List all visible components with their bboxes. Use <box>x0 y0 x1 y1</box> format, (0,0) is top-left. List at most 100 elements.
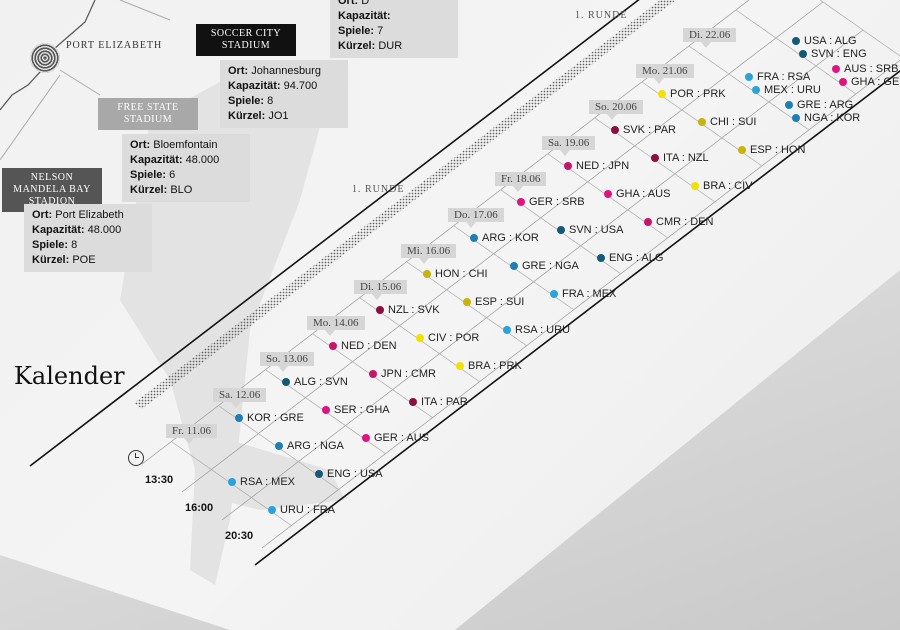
match-entry[interactable]: GER : SRB <box>517 196 585 208</box>
time-label: 16:00 <box>185 502 214 514</box>
match-entry[interactable]: JPN : CMR <box>369 368 436 380</box>
match-entry[interactable]: NZL : SVK <box>376 304 440 316</box>
group-dot-icon <box>329 342 337 350</box>
match-entry[interactable]: POR : PRK <box>658 88 726 100</box>
match-teams: SVK : PAR <box>623 124 676 136</box>
match-entry[interactable]: BRA : PRK <box>456 360 522 372</box>
match-entry[interactable]: GER : AUS <box>362 432 429 444</box>
match-entry[interactable]: SVN : ENG <box>799 48 867 60</box>
group-dot-icon <box>228 478 236 486</box>
match-entry[interactable]: CIV : POR <box>416 332 479 344</box>
group-dot-icon <box>832 65 840 73</box>
player-silhouette-leg <box>220 440 345 510</box>
date-tag: Do. 17.06 <box>448 208 504 228</box>
city-label: PORT ELIZABETH <box>66 40 163 51</box>
match-entry[interactable]: CHI : SUI <box>698 116 756 128</box>
group-dot-icon <box>651 154 659 162</box>
stadium-info-line: Ort: Port Elizabeth <box>32 208 144 223</box>
stadium-info-line: Kürzel: POE <box>32 253 144 268</box>
group-dot-icon <box>315 470 323 478</box>
day-column-line <box>782 0 900 59</box>
match-teams: SVN : USA <box>569 224 624 236</box>
stadium-info-line: Kapazität: <box>338 9 450 24</box>
match-entry[interactable]: GRE : ARG <box>785 99 853 111</box>
stadium-info-line: Spiele: 7 <box>338 24 450 39</box>
group-dot-icon <box>503 326 511 334</box>
match-entry[interactable]: NED : JPN <box>564 160 629 172</box>
match-entry[interactable]: ARG : NGA <box>275 440 344 452</box>
group-dot-icon <box>416 334 424 342</box>
group-dot-icon <box>785 101 793 109</box>
match-entry[interactable]: USA : ALG <box>792 35 857 47</box>
match-entry[interactable]: ARG : KOR <box>470 232 539 244</box>
match-entry[interactable]: FRA : MEX <box>550 288 616 300</box>
match-entry[interactable]: GHA : GER <box>839 76 900 88</box>
match-entry[interactable]: AUS : SRB <box>832 63 898 75</box>
date-tag: So. 20.06 <box>589 100 643 120</box>
match-entry[interactable]: GRE : NGA <box>510 260 579 272</box>
stadium-info-line: Kürzel: JO1 <box>228 109 340 124</box>
stadium-info-line: Ort: Johannesburg <box>228 64 340 79</box>
match-entry[interactable]: SVK : PAR <box>611 124 676 136</box>
match-teams: FRA : MEX <box>562 288 617 300</box>
match-entry[interactable]: URU : FRA <box>268 504 335 516</box>
stadium-name: Free State Stadium <box>98 98 198 130</box>
group-dot-icon <box>752 86 760 94</box>
group-dot-icon <box>792 37 800 45</box>
group-dot-icon <box>275 442 283 450</box>
match-entry[interactable]: ITA : PAR <box>409 396 468 408</box>
date-tag: Mo. 14.06 <box>307 316 365 336</box>
match-entry[interactable]: HON : CHI <box>423 268 488 280</box>
match-entry[interactable]: SER : GHA <box>322 404 390 416</box>
match-entry[interactable]: GHA : AUS <box>604 188 670 200</box>
match-entry[interactable]: RSA : MEX <box>228 476 295 488</box>
info-key: Kapazität: <box>32 224 85 236</box>
match-entry[interactable]: ALG : SVN <box>282 376 348 388</box>
info-value: DUR <box>378 40 403 52</box>
group-dot-icon <box>691 182 699 190</box>
time-row-line <box>181 1 824 493</box>
match-entry[interactable]: NED : DEN <box>329 340 397 352</box>
group-dot-icon <box>698 118 706 126</box>
group-dot-icon <box>745 73 753 81</box>
info-key: Kürzel: <box>338 40 376 52</box>
day-column-line <box>688 45 810 131</box>
match-entry[interactable]: ITA : NZL <box>651 152 709 164</box>
stadium-info: Ort: Bloemfontain Kapazität: 48.000 Spiele… <box>122 134 250 202</box>
date-tag: So. 13.06 <box>260 352 314 372</box>
stadium-info: Ort: Port Elizabeth Kapazität: 48.000 Spie… <box>24 204 152 272</box>
match-entry[interactable]: SVN : USA <box>557 224 623 236</box>
day-column-line <box>735 9 857 95</box>
match-entry[interactable]: MEX : URU <box>752 84 821 96</box>
date-tag: Di. 15.06 <box>354 280 408 300</box>
info-value: 48.000 <box>185 154 220 166</box>
time-label: 13:30 <box>145 474 174 486</box>
match-entry[interactable]: CMR : DEN <box>644 216 713 228</box>
info-value: D <box>361 0 370 7</box>
match-entry[interactable]: KOR : GRE <box>235 412 304 424</box>
match-teams: ITA : PAR <box>421 396 468 408</box>
group-dot-icon <box>611 126 619 134</box>
info-key: Spiele: <box>228 95 265 107</box>
match-entry[interactable]: ENG : USA <box>315 468 383 480</box>
match-entry[interactable]: ESP : HON <box>738 144 805 156</box>
match-teams: NED : JPN <box>576 160 630 172</box>
stadium-info-line: Kapazität: 94.700 <box>228 79 340 94</box>
match-teams: ESP : SUI <box>475 296 525 308</box>
match-entry[interactable]: FRA : RSA <box>745 71 810 83</box>
date-tag: Fr. 18.06 <box>495 172 547 192</box>
info-key: Ort: <box>32 209 53 221</box>
map-border <box>119 0 171 21</box>
match-entry[interactable]: RSA : URU <box>503 324 570 336</box>
stadium-info-line: Kapazität: 48.000 <box>32 223 144 238</box>
info-key: Spiele: <box>338 25 375 37</box>
stadium-info-line: Spiele: 8 <box>228 94 340 109</box>
group-dot-icon <box>235 414 243 422</box>
match-entry[interactable]: BRA : CIV <box>691 180 753 192</box>
date-tag: Sa. 19.06 <box>542 136 596 156</box>
match-entry[interactable]: NGA : KOR <box>792 112 860 124</box>
match-entry[interactable]: ESP : SUI <box>463 296 524 308</box>
match-entry[interactable]: ENG : ALG <box>597 252 663 264</box>
match-teams: CMR : DEN <box>656 216 714 228</box>
